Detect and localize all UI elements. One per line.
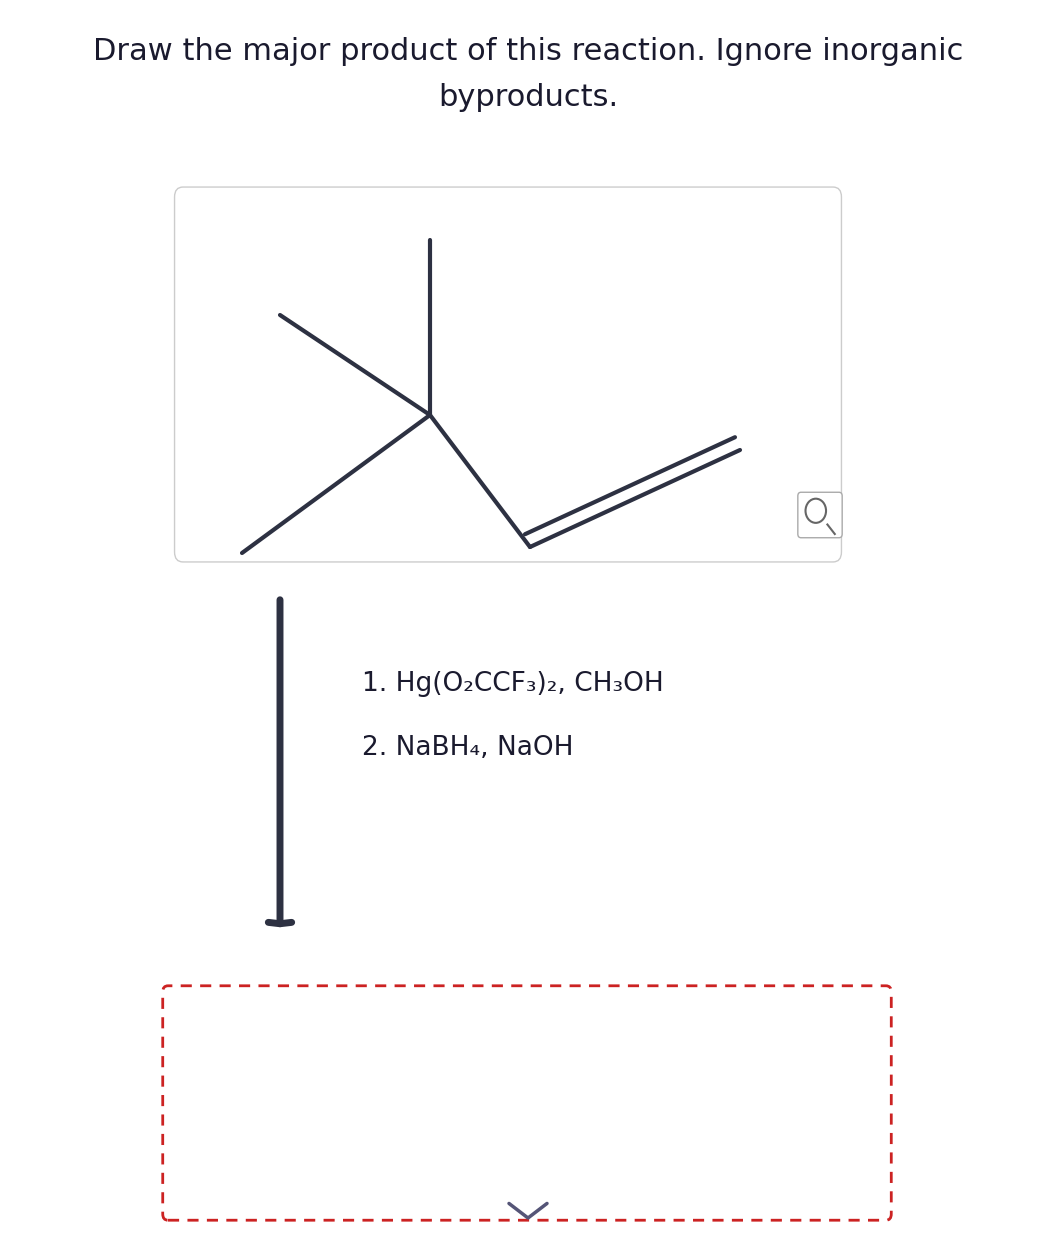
FancyBboxPatch shape (163, 985, 891, 1220)
Text: 2. NaBH₄, NaOH: 2. NaBH₄, NaOH (362, 735, 573, 761)
FancyBboxPatch shape (798, 493, 843, 537)
FancyBboxPatch shape (174, 187, 842, 562)
Text: byproducts.: byproducts. (438, 83, 618, 112)
Text: Draw the major product of this reaction. Ignore inorganic: Draw the major product of this reaction.… (93, 37, 963, 66)
Text: 1. Hg(O₂CCF₃)₂, CH₃OH: 1. Hg(O₂CCF₃)₂, CH₃OH (362, 671, 664, 697)
